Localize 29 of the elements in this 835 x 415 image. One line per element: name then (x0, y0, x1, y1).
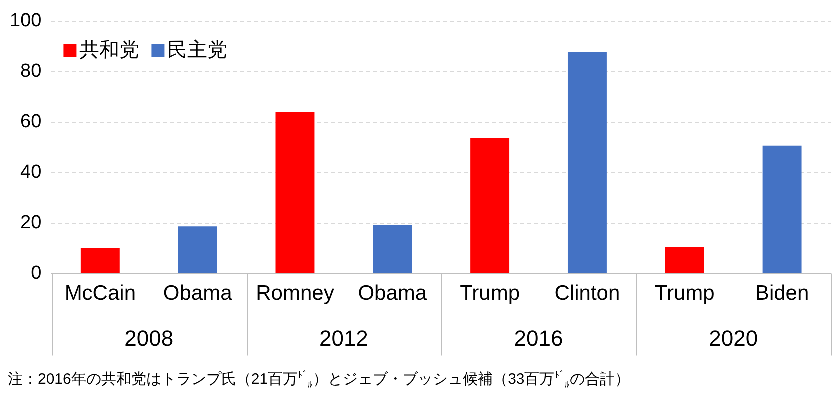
y-tick-label: 100 (10, 10, 42, 32)
x-tick-label: Obama (163, 282, 233, 306)
x-tick-label: Clinton (554, 282, 620, 306)
bar (665, 247, 704, 274)
y-tick-label: 0 (31, 263, 42, 284)
bar (762, 146, 802, 274)
x-tick-label: Obama (358, 282, 428, 306)
bar (470, 138, 510, 274)
x-tick-label: McCain (64, 282, 136, 306)
text: 2020 (709, 326, 758, 351)
x-tick-label: Romney (256, 282, 335, 306)
y-tick-label: 20 (20, 212, 42, 234)
text: 注：2016年の共和党はトランプ氏（21百万$^{ﾄﾞ}$$_{ﾙ}$）とジェブ・ブッシュ候補（33百万$^{ﾄﾞ}$$_{ﾙ}$の合計） (8, 369, 631, 392)
y-tick-label: 60 (20, 112, 42, 133)
legend-label: 民主党 (168, 38, 228, 62)
text: 2008 (124, 326, 174, 351)
legend-label: 共和党 (80, 38, 140, 62)
y-tick-label: 80 (20, 61, 42, 82)
bar (80, 248, 120, 274)
x-tick-label: Trump (654, 282, 715, 306)
text: 2012 (319, 326, 368, 351)
x-tick-label: Biden (755, 282, 810, 306)
bar (373, 225, 412, 274)
bar (178, 226, 218, 274)
bar (276, 112, 315, 274)
x-tick-label: Trump (460, 282, 520, 306)
bar (568, 52, 607, 274)
text: 2016 (514, 326, 564, 351)
y-tick-label: 40 (20, 162, 42, 184)
